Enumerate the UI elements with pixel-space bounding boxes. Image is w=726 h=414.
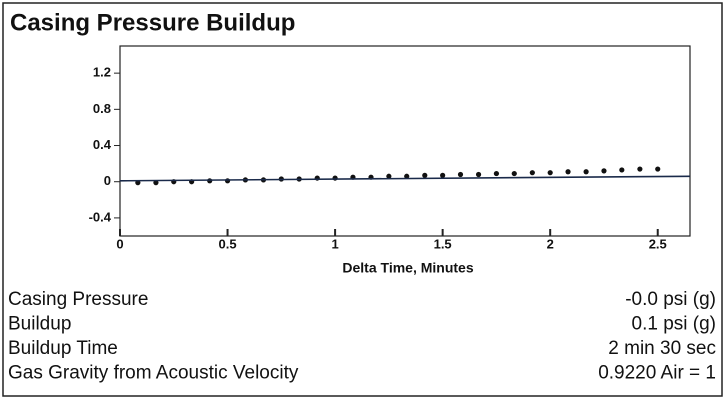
x-axis-label: Delta Time, Minutes bbox=[342, 260, 473, 276]
row-label: Gas Gravity from Acoustic Velocity bbox=[8, 363, 299, 384]
data-point bbox=[529, 170, 535, 176]
row-label: Casing Pressure bbox=[8, 289, 148, 310]
y-tick-label: 0 bbox=[104, 173, 111, 188]
data-point bbox=[224, 178, 231, 184]
row-value: 0.9220 Air = 1 bbox=[598, 363, 716, 384]
data-point bbox=[511, 170, 517, 177]
data-point bbox=[637, 166, 643, 172]
row-label: Buildup Time bbox=[8, 338, 118, 359]
data-point bbox=[547, 170, 553, 176]
row-value: 2 min 30 sec bbox=[608, 338, 716, 359]
chart-title: Casing Pressure Buildup bbox=[10, 9, 295, 36]
data-point bbox=[565, 169, 571, 175]
frame bbox=[2, 2, 723, 397]
x-tick-label: 1 bbox=[331, 236, 338, 251]
data-point bbox=[601, 168, 607, 174]
data-point bbox=[404, 173, 410, 179]
data-point bbox=[422, 172, 428, 178]
row-value: 0.1 psi (g) bbox=[632, 314, 716, 335]
row-label: Buildup bbox=[8, 314, 71, 335]
y-tick-label: 1.2 bbox=[93, 65, 111, 80]
data-point bbox=[440, 172, 446, 178]
x-tick-label: 0.5 bbox=[219, 236, 237, 251]
fit-line bbox=[119, 175, 691, 182]
data-point bbox=[493, 170, 500, 177]
plot-area bbox=[119, 45, 691, 237]
y-tick-label: 0.8 bbox=[93, 101, 111, 116]
row-value: -0.0 psi (g) bbox=[625, 289, 716, 310]
y-tick-label: -0.4 bbox=[89, 209, 112, 224]
data-point bbox=[655, 166, 661, 172]
data-point bbox=[475, 171, 482, 178]
y-tick-label: 0.4 bbox=[93, 137, 112, 152]
x-tick-label: 2.5 bbox=[649, 236, 667, 251]
x-tick-label: 0 bbox=[116, 236, 123, 251]
x-tick-label: 1.5 bbox=[434, 236, 452, 251]
data-point bbox=[457, 171, 464, 178]
x-tick-label: 2 bbox=[547, 236, 554, 251]
data-point bbox=[386, 173, 392, 179]
data-point bbox=[583, 169, 589, 175]
data-point bbox=[619, 167, 625, 173]
